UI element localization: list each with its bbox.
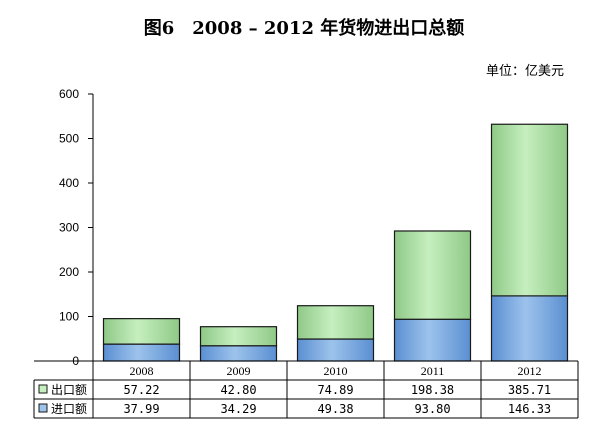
table-cell-export-row: 385.71 [508,383,551,397]
y-tick-label: 400 [59,176,79,190]
bar-import-2009 [199,345,278,362]
bar-export-2011 [393,230,472,320]
legend-label-import-row: 进口额 [51,402,87,416]
legend-swatch-export-row [38,384,48,394]
unit-label: 单位：亿美元 [485,64,564,79]
y-tick-label: 500 [59,132,79,146]
category-label: 2008 [130,364,154,378]
legend-swatch-import-row [38,403,48,413]
bar-export-2008 [102,318,181,345]
y-tick-label: 200 [59,265,79,279]
bar-import-2011 [393,318,472,362]
table-cell-import-row: 93.80 [414,402,450,416]
table-cell-export-row: 57.22 [123,383,159,397]
bar-export-2010 [296,305,375,340]
y-tick-label: 600 [59,87,79,101]
category-label: 2009 [227,364,251,378]
bar-import-2012 [490,295,569,362]
legend-label-export-row: 出口额 [51,383,87,397]
data-table: 2008 2009 2010 2011 2012 出口额 57.22 42.80 74.89 19… [33,360,579,419]
bar-import-2010 [296,338,375,362]
bars [102,123,569,362]
category-label: 2011 [421,364,445,378]
category-label: 2012 [518,364,542,378]
bar-import-2008 [102,343,181,362]
y-tick-label: 100 [59,310,79,324]
chart-title: 图6 2008 – 2012 年货物进出口总额 [143,18,465,39]
table-cell-import-row: 146.33 [508,402,551,416]
bar-export-2012 [490,123,569,297]
y-tick-label: 300 [59,221,79,235]
table-cell-import-row: 49.38 [317,402,353,416]
table-cell-export-row: 42.80 [220,383,256,397]
bar-export-2009 [199,326,278,347]
table-cell-export-row: 74.89 [317,383,353,397]
table-cell-import-row: 34.29 [220,402,256,416]
category-label: 2010 [324,364,348,378]
table-cell-import-row: 37.99 [123,402,159,416]
table-cell-export-row: 198.38 [411,383,454,397]
